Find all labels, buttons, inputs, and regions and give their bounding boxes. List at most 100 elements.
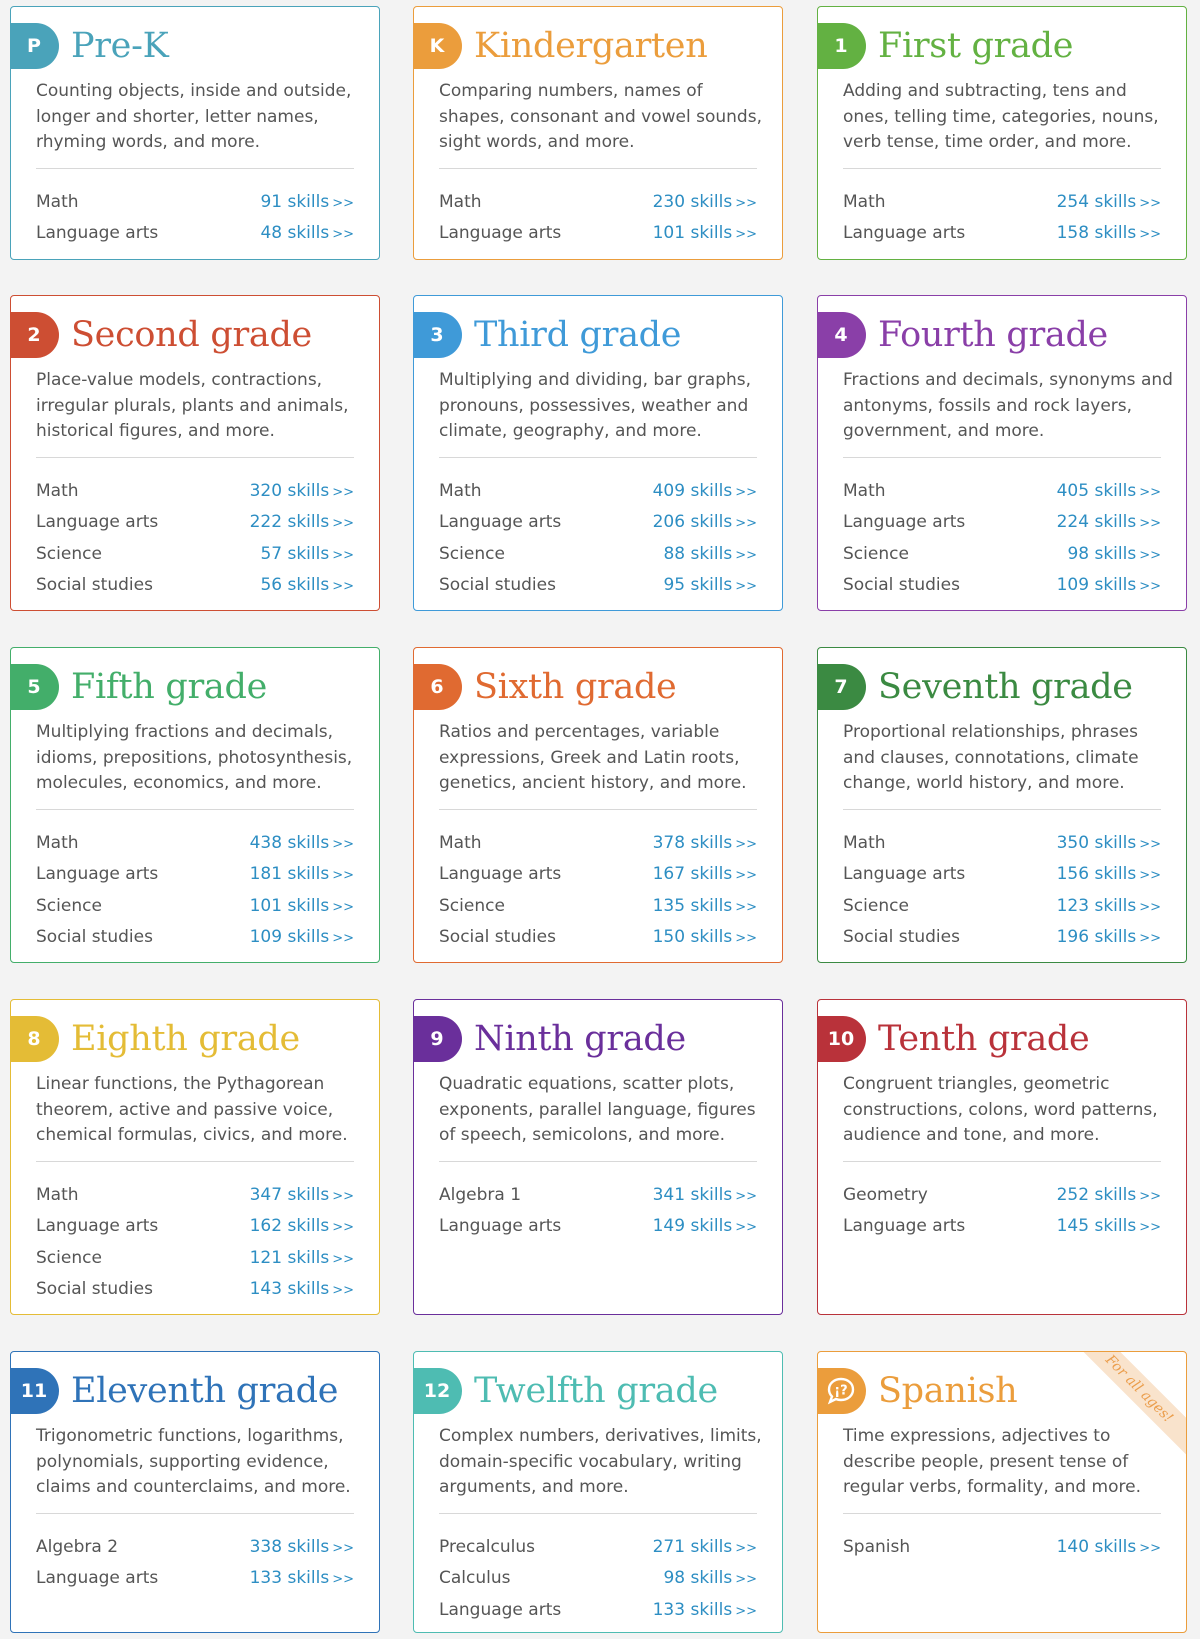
skills-link[interactable]: 162 skills >> bbox=[250, 1216, 354, 1236]
skills-count[interactable]: 145 skills bbox=[1056, 1216, 1137, 1237]
skills-count[interactable]: 57 skills bbox=[260, 543, 330, 564]
chevron-right-icon[interactable]: >> bbox=[735, 579, 757, 595]
grade-title[interactable]: Kindergarten bbox=[474, 26, 708, 66]
chevron-right-icon[interactable]: >> bbox=[332, 1283, 354, 1299]
skills-count[interactable]: 271 skills bbox=[652, 1536, 733, 1557]
skills-link[interactable]: 101 skills >> bbox=[250, 896, 354, 916]
skills-count[interactable]: 409 skills bbox=[652, 480, 733, 501]
chevron-right-icon[interactable]: >> bbox=[735, 1572, 757, 1588]
grade-title[interactable]: Tenth grade bbox=[878, 1019, 1090, 1059]
skills-link[interactable]: 48 skills >> bbox=[260, 223, 354, 243]
skills-count[interactable]: 196 skills bbox=[1056, 927, 1137, 948]
skills-link[interactable]: 271 skills >> bbox=[653, 1537, 757, 1557]
skills-count[interactable]: 109 skills bbox=[1056, 575, 1137, 596]
skills-link[interactable]: 181 skills >> bbox=[250, 864, 354, 884]
skills-count[interactable]: 405 skills bbox=[1056, 480, 1137, 501]
skills-count[interactable]: 378 skills bbox=[652, 832, 733, 853]
chevron-right-icon[interactable]: >> bbox=[735, 227, 757, 243]
skills-count[interactable]: 121 skills bbox=[249, 1247, 330, 1268]
skills-count[interactable]: 167 skills bbox=[652, 864, 733, 885]
grade-title[interactable]: Pre-K bbox=[71, 26, 169, 66]
chevron-right-icon[interactable]: >> bbox=[735, 516, 757, 532]
skills-count[interactable]: 140 skills bbox=[1056, 1536, 1137, 1557]
chevron-right-icon[interactable]: >> bbox=[735, 899, 757, 915]
skills-count[interactable]: 101 skills bbox=[652, 223, 733, 244]
skills-link[interactable]: 121 skills >> bbox=[250, 1248, 354, 1268]
chevron-right-icon[interactable]: >> bbox=[1139, 931, 1161, 947]
skills-link[interactable]: 109 skills >> bbox=[250, 927, 354, 947]
chevron-right-icon[interactable]: >> bbox=[332, 1220, 354, 1236]
chevron-right-icon[interactable]: >> bbox=[332, 227, 354, 243]
grade-title[interactable]: Second grade bbox=[71, 315, 312, 355]
skills-link[interactable]: 135 skills >> bbox=[653, 896, 757, 916]
chevron-right-icon[interactable]: >> bbox=[332, 516, 354, 532]
skills-link[interactable]: 224 skills >> bbox=[1057, 512, 1161, 532]
skills-link[interactable]: 123 skills >> bbox=[1057, 896, 1161, 916]
skills-count[interactable]: 133 skills bbox=[652, 1599, 733, 1620]
skills-count[interactable]: 438 skills bbox=[249, 832, 330, 853]
skills-link[interactable]: 206 skills >> bbox=[653, 512, 757, 532]
chevron-right-icon[interactable]: >> bbox=[332, 1188, 354, 1204]
chevron-right-icon[interactable]: >> bbox=[735, 1188, 757, 1204]
skills-count[interactable]: 98 skills bbox=[663, 1568, 733, 1589]
chevron-right-icon[interactable]: >> bbox=[332, 195, 354, 211]
skills-count[interactable]: 350 skills bbox=[1056, 832, 1137, 853]
skills-count[interactable]: 222 skills bbox=[249, 512, 330, 533]
skills-link[interactable]: 98 skills >> bbox=[663, 1568, 757, 1588]
skills-link[interactable]: 320 skills >> bbox=[250, 481, 354, 501]
skills-count[interactable]: 320 skills bbox=[249, 480, 330, 501]
skills-link[interactable]: 133 skills >> bbox=[653, 1600, 757, 1620]
chevron-right-icon[interactable]: >> bbox=[1139, 227, 1161, 243]
chevron-right-icon[interactable]: >> bbox=[332, 836, 354, 852]
chevron-right-icon[interactable]: >> bbox=[735, 868, 757, 884]
chevron-right-icon[interactable]: >> bbox=[332, 931, 354, 947]
grade-title[interactable]: Spanish bbox=[878, 1371, 1018, 1411]
chevron-right-icon[interactable]: >> bbox=[1139, 516, 1161, 532]
grade-title[interactable]: First grade bbox=[878, 26, 1074, 66]
skills-link[interactable]: 101 skills >> bbox=[653, 223, 757, 243]
skills-link[interactable]: 252 skills >> bbox=[1057, 1185, 1161, 1205]
chevron-right-icon[interactable]: >> bbox=[332, 1572, 354, 1588]
skills-link[interactable]: 88 skills >> bbox=[663, 544, 757, 564]
chevron-right-icon[interactable]: >> bbox=[332, 1540, 354, 1556]
skills-count[interactable]: 109 skills bbox=[249, 927, 330, 948]
skills-link[interactable]: 338 skills >> bbox=[250, 1537, 354, 1557]
chevron-right-icon[interactable]: >> bbox=[1139, 1540, 1161, 1556]
skills-count[interactable]: 206 skills bbox=[652, 512, 733, 533]
grade-title[interactable]: Third grade bbox=[474, 315, 682, 355]
skills-count[interactable]: 88 skills bbox=[663, 543, 733, 564]
skills-link[interactable]: 196 skills >> bbox=[1057, 927, 1161, 947]
chevron-right-icon[interactable]: >> bbox=[332, 547, 354, 563]
skills-count[interactable]: 149 skills bbox=[652, 1216, 733, 1237]
chevron-right-icon[interactable]: >> bbox=[1139, 195, 1161, 211]
skills-link[interactable]: 57 skills >> bbox=[260, 544, 354, 564]
skills-link[interactable]: 254 skills >> bbox=[1057, 192, 1161, 212]
skills-count[interactable]: 48 skills bbox=[260, 223, 330, 244]
skills-link[interactable]: 222 skills >> bbox=[250, 512, 354, 532]
skills-link[interactable]: 378 skills >> bbox=[653, 833, 757, 853]
skills-link[interactable]: 91 skills >> bbox=[260, 192, 354, 212]
skills-count[interactable]: 150 skills bbox=[652, 927, 733, 948]
skills-link[interactable]: 140 skills >> bbox=[1057, 1537, 1161, 1557]
skills-link[interactable]: 156 skills >> bbox=[1057, 864, 1161, 884]
chevron-right-icon[interactable]: >> bbox=[735, 1540, 757, 1556]
skills-link[interactable]: 109 skills >> bbox=[1057, 575, 1161, 595]
skills-count[interactable]: 91 skills bbox=[260, 191, 330, 212]
skills-count[interactable]: 347 skills bbox=[249, 1184, 330, 1205]
skills-link[interactable]: 150 skills >> bbox=[653, 927, 757, 947]
grade-title[interactable]: Twelfth grade bbox=[474, 1371, 718, 1411]
grade-title[interactable]: Seventh grade bbox=[878, 667, 1133, 707]
skills-link[interactable]: 133 skills >> bbox=[250, 1568, 354, 1588]
chevron-right-icon[interactable]: >> bbox=[1139, 868, 1161, 884]
skills-count[interactable]: 56 skills bbox=[260, 575, 330, 596]
skills-count[interactable]: 338 skills bbox=[249, 1536, 330, 1557]
chevron-right-icon[interactable]: >> bbox=[1139, 899, 1161, 915]
skills-count[interactable]: 158 skills bbox=[1056, 223, 1137, 244]
grade-title[interactable]: Fourth grade bbox=[878, 315, 1108, 355]
skills-count[interactable]: 224 skills bbox=[1056, 512, 1137, 533]
grade-title[interactable]: Eighth grade bbox=[71, 1019, 300, 1059]
chevron-right-icon[interactable]: >> bbox=[332, 868, 354, 884]
skills-count[interactable]: 123 skills bbox=[1056, 895, 1137, 916]
skills-link[interactable]: 145 skills >> bbox=[1057, 1216, 1161, 1236]
grade-title[interactable]: Ninth grade bbox=[474, 1019, 686, 1059]
